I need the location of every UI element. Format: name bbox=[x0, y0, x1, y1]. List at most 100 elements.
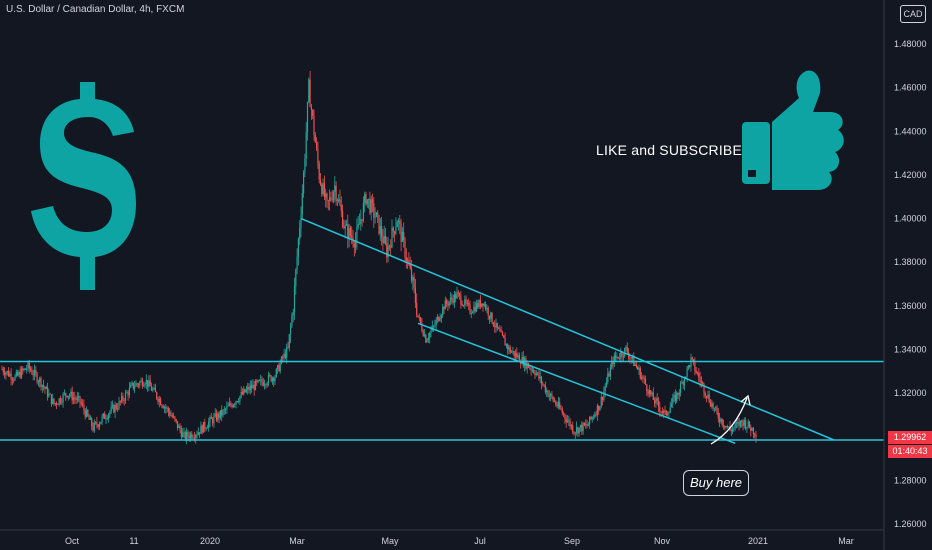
candle-body bbox=[247, 386, 249, 390]
x-tick-label: Oct bbox=[65, 536, 80, 546]
candle-body bbox=[540, 376, 543, 384]
candle-body bbox=[388, 245, 390, 247]
candle-body bbox=[318, 163, 320, 180]
candle-body bbox=[30, 368, 32, 371]
candle-body bbox=[218, 413, 220, 418]
candle-body bbox=[608, 373, 610, 377]
candle-body bbox=[127, 392, 129, 396]
candle-body bbox=[434, 325, 436, 327]
candle-body bbox=[555, 401, 557, 405]
candle-body bbox=[695, 371, 697, 373]
candle-body bbox=[375, 212, 377, 218]
candle-body bbox=[382, 237, 384, 244]
candle-body bbox=[583, 422, 585, 426]
candle-body bbox=[179, 425, 181, 431]
candle-body bbox=[265, 384, 267, 386]
candle-body bbox=[50, 394, 52, 404]
candle-body bbox=[293, 285, 296, 313]
candle-body bbox=[496, 322, 498, 328]
candle-body bbox=[63, 393, 65, 395]
candle-body bbox=[560, 407, 562, 410]
candle-body bbox=[386, 242, 388, 258]
trend-line[interactable] bbox=[300, 217, 835, 441]
candle-body bbox=[310, 107, 312, 110]
candle-body bbox=[574, 432, 576, 434]
candle-body bbox=[377, 212, 379, 216]
candle-body bbox=[698, 373, 700, 378]
candle-body bbox=[232, 404, 234, 408]
candle-body bbox=[300, 214, 302, 228]
candle-body bbox=[683, 377, 686, 385]
candle-body bbox=[83, 404, 85, 411]
candle-body bbox=[500, 331, 502, 333]
candle-body bbox=[158, 398, 160, 402]
candle-body bbox=[635, 364, 637, 367]
candle-body bbox=[80, 402, 82, 404]
candle-body bbox=[104, 413, 106, 419]
candle-body bbox=[244, 389, 246, 393]
countdown-tag: 01:40:43 bbox=[888, 445, 932, 458]
candle-body bbox=[754, 433, 756, 435]
candle-body bbox=[487, 307, 489, 316]
candle-body bbox=[713, 408, 715, 409]
candle-body bbox=[13, 379, 15, 381]
candle-body bbox=[455, 294, 457, 299]
candle-body bbox=[414, 287, 416, 303]
candle-body bbox=[508, 347, 510, 350]
candle-body bbox=[222, 410, 224, 416]
candle-body bbox=[491, 312, 493, 323]
candle-body bbox=[663, 410, 665, 413]
candle-body bbox=[446, 300, 448, 304]
candle-body bbox=[548, 395, 550, 397]
candle-body bbox=[360, 219, 362, 224]
candle-body bbox=[598, 405, 600, 411]
x-tick-label: Mar bbox=[838, 536, 854, 546]
y-tick-label: 1.48000 bbox=[894, 39, 927, 49]
candle-body bbox=[481, 303, 483, 307]
candle-body bbox=[449, 297, 452, 302]
candle-body bbox=[280, 356, 283, 364]
candle-body bbox=[290, 326, 292, 335]
candle-body bbox=[650, 390, 652, 395]
candle-body bbox=[391, 227, 393, 248]
candle-body bbox=[533, 369, 535, 373]
candle-body bbox=[182, 432, 184, 438]
candle-body bbox=[340, 205, 342, 211]
candle-body bbox=[464, 299, 466, 306]
candle-body bbox=[600, 396, 602, 407]
candle-body bbox=[85, 410, 88, 417]
candle-body bbox=[134, 386, 136, 389]
candle-body bbox=[115, 405, 117, 409]
candle-body bbox=[582, 422, 584, 432]
candle-body bbox=[447, 303, 449, 306]
candle-body bbox=[79, 396, 81, 403]
candle-body bbox=[364, 194, 366, 203]
trend-line[interactable] bbox=[417, 322, 736, 444]
candle-body bbox=[535, 373, 537, 376]
currency-badge[interactable]: CAD bbox=[900, 5, 926, 23]
candle-body bbox=[49, 393, 51, 395]
candle-body bbox=[251, 385, 253, 389]
candle-body bbox=[236, 401, 238, 403]
candle-body bbox=[291, 315, 293, 327]
candle-body bbox=[275, 369, 277, 378]
candle-body bbox=[58, 398, 60, 405]
candle-body bbox=[210, 417, 212, 419]
candle-body bbox=[197, 432, 199, 435]
buy-arrow-head bbox=[740, 394, 751, 406]
candle-body bbox=[118, 401, 120, 409]
candle-body bbox=[215, 413, 218, 421]
candle-body bbox=[271, 377, 273, 382]
candle-body bbox=[716, 407, 718, 413]
candle-body bbox=[743, 420, 745, 426]
candle-body bbox=[91, 418, 93, 427]
candle-body bbox=[253, 384, 255, 391]
candle-body bbox=[345, 224, 348, 226]
candle-body bbox=[70, 391, 72, 396]
candle-body bbox=[552, 396, 554, 401]
candle-body bbox=[114, 405, 116, 413]
candle-body bbox=[1, 369, 3, 370]
candle-body bbox=[485, 303, 487, 310]
candle-body bbox=[732, 428, 734, 432]
